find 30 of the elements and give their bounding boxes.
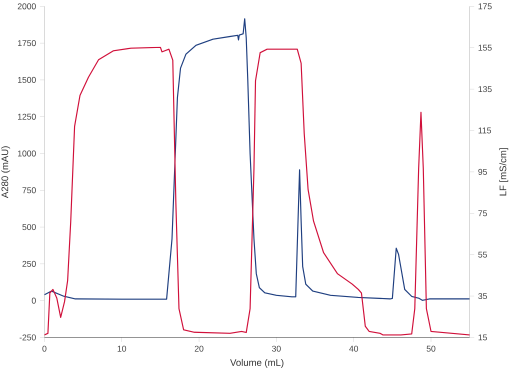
x-tick-label: 10 (118, 345, 126, 352)
y-tick-label: -250 (20, 334, 36, 340)
y2-tick-label: 95 (478, 168, 487, 175)
y-tick-label: 1000 (18, 150, 36, 156)
y2-tick-label: 15 (478, 334, 487, 340)
y-tick-label: 0 (32, 297, 36, 304)
y-tick-label: 1500 (18, 76, 36, 83)
y2-tick-label: 115 (478, 127, 492, 134)
y2-tick-label: 35 (478, 292, 487, 299)
y2-axis-title: LF [mS/cm] (499, 148, 508, 196)
y-tick-label: 1750 (18, 40, 36, 46)
y-tick-label: 500 (22, 224, 36, 230)
line-series (44, 46, 470, 336)
y-axis-title: A280 (mAU) (1, 146, 10, 198)
y-tick-label: 2000 (18, 3, 36, 10)
x-tick-label: 50 (426, 345, 436, 352)
y2-tick-label: 155 (478, 44, 492, 50)
line-series (44, 18, 470, 301)
y-tick-label: 1250 (18, 114, 36, 120)
y2-tick-label: 135 (478, 86, 492, 92)
x-tick-label: 40 (349, 345, 358, 352)
y2-tick-label: 175 (478, 3, 492, 10)
y2-tick-label: 75 (478, 210, 487, 216)
x-axis-title: Volume (mL) (230, 358, 284, 368)
x-tick-label: 0 (42, 345, 46, 352)
y-tick-label: 250 (22, 260, 36, 267)
x-tick-label: 30 (272, 345, 281, 352)
y2-tick-label: 55 (478, 252, 487, 258)
x-tick-label: 20 (194, 345, 204, 352)
y-tick-label: 750 (22, 187, 36, 194)
